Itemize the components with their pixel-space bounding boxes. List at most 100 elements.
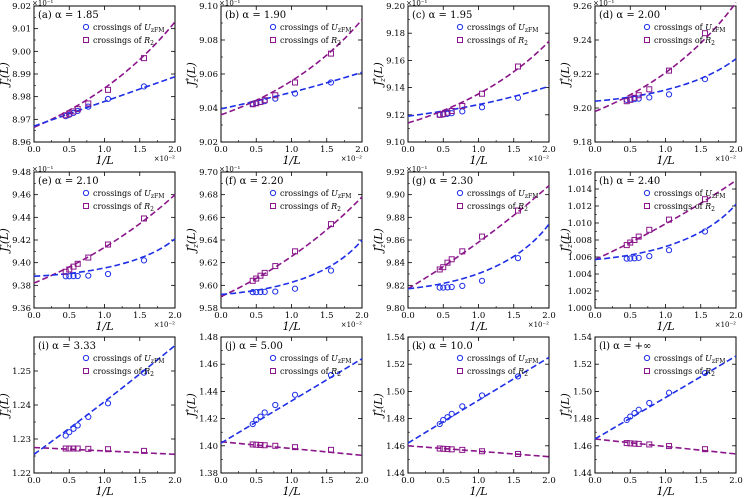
y-tick-label: 9.90 [386, 191, 405, 201]
y-tick-label: 1.46 [386, 442, 405, 452]
x-axis-label: 1/L [95, 154, 113, 167]
legend-r2-label: crossings of R2 [654, 367, 715, 378]
y-tick-label: 1.38 [199, 469, 218, 479]
uzfm-point [448, 410, 455, 417]
legend-uzfm-label: crossings of UzFM [93, 354, 164, 365]
legend-circle-marker [456, 354, 464, 362]
uzfm-point [104, 95, 112, 103]
y-tick-label: 9.70 [199, 168, 218, 178]
x-tick-label: 1.5 [694, 311, 708, 321]
r2-point [459, 102, 466, 109]
fit-curve-uzfm [33, 344, 176, 455]
y-tick-label: 1.012 [568, 202, 592, 212]
y-tick-label: 9.18 [386, 29, 405, 39]
y-tick-label: 9.64 [199, 236, 218, 246]
r2-point [448, 107, 455, 114]
r2-point [514, 207, 521, 214]
y-exponent: ×10⁻¹ [219, 166, 240, 174]
r2-point [436, 111, 443, 118]
y-tick-label: 9.08 [199, 36, 218, 46]
uzfm-point [261, 409, 268, 416]
r2-point [70, 445, 77, 452]
panel-d: 0.0 0.5 1.0 1.5 2.0 9.18 9.20 9.22 9.24 9.26 ×10⁻¹… [559, 0, 743, 167]
legend-uzfm-label: crossings of UzFM [93, 189, 164, 200]
fit-curve-r2 [220, 440, 363, 457]
r2-point [479, 233, 486, 240]
y-tick-label: 9.20 [573, 104, 592, 114]
r2-point [257, 98, 264, 105]
x-tick-label: 1.5 [507, 311, 521, 321]
fit-curve-uzfm [407, 223, 550, 290]
legend-circle-marker [643, 354, 651, 362]
x-exponent: ×10⁻² [154, 155, 175, 163]
uzfm-point [635, 406, 642, 413]
y-tick-label: 1.22 [12, 469, 31, 479]
uzfm-point [291, 285, 299, 292]
uzfm-point [261, 288, 268, 296]
fit-curve-uzfm [33, 238, 176, 278]
uzfm-point [291, 391, 299, 398]
uzfm-point [85, 103, 92, 110]
uzfm-point [257, 288, 264, 296]
legend-circle-marker [456, 189, 464, 197]
y-tick-label: 9.82 [386, 281, 405, 291]
r2-point [66, 445, 73, 452]
r2-point [85, 254, 92, 261]
uzfm-point [249, 420, 256, 428]
r2-point [85, 100, 92, 107]
legend-uzfm-label: crossings of UzFM [467, 354, 538, 365]
legend-r2-label: crossings of R2 [93, 367, 154, 378]
x-exponent: ×10⁻² [715, 321, 736, 329]
y-tick-label: 9.66 [199, 213, 218, 223]
uzfm-point [272, 401, 279, 409]
panel-title: (i) α = 3.33 [38, 341, 96, 352]
uzfm-point [327, 267, 335, 274]
y-tick-label: 1.54 [386, 333, 405, 343]
y-tick-label: 8.99 [12, 70, 31, 80]
r2-point [635, 92, 642, 99]
x-tick-label: 0.5 [623, 476, 637, 486]
y-axis-label: J*z(L) [372, 228, 387, 254]
uzfm-point [62, 432, 69, 439]
x-tick-label: 0.0 [214, 311, 228, 321]
r2-point [140, 215, 147, 222]
r2-point [646, 441, 653, 448]
fit-curve-r2 [594, 438, 737, 455]
y-tick-label: 1.52 [573, 360, 592, 370]
r2-point [253, 100, 260, 107]
r2-point [327, 50, 334, 57]
y-tick-label: 1.48 [573, 415, 592, 425]
fit-curve-r2 [407, 40, 550, 124]
y-tick-label: 9.48 [12, 168, 31, 178]
r2-point [261, 442, 268, 449]
legend-r2-label: crossings of R2 [654, 36, 715, 47]
y-tick-label: 8.98 [12, 93, 31, 103]
x-tick-label: 1.5 [133, 476, 147, 486]
panel-c: 0.0 0.5 1.0 1.5 2.09.109.129.149.169.189.20 ×… [372, 0, 556, 167]
y-tick-label: 9.84 [386, 259, 405, 269]
y-tick-label: 1.24 [12, 401, 31, 411]
panel-b: 0.0 0.5 1.0 1.5 2.0 9.02 9.04 9.06 9.08 9.10 ×10⁻¹… [185, 0, 369, 167]
legend-circle-marker [82, 23, 90, 31]
y-tick-label: 9.62 [199, 259, 218, 269]
x-axis-label: 1/L [95, 320, 113, 333]
uzfm-point [478, 104, 486, 111]
r2-point [253, 441, 260, 448]
x-axis-label: 1/L [469, 154, 487, 167]
x-tick-label: 2.0 [729, 311, 743, 321]
panel-title: (h) α = 2.40 [599, 176, 660, 187]
x-tick-label: 0.5 [436, 476, 450, 486]
r2-point [272, 442, 279, 449]
legend-uzfm-label: crossings of UzFM [654, 189, 725, 200]
x-tick-label: 0.5 [62, 145, 76, 155]
x-axis-label: 1/L [469, 320, 487, 333]
y-tick-label: 9.04 [199, 104, 218, 114]
x-tick-label: 1.0 [659, 476, 673, 486]
x-axis-label: 1/L [282, 154, 300, 167]
y-tick-label: 1.42 [199, 415, 218, 425]
panel-title: (a) α = 1.85 [38, 10, 99, 21]
y-tick-label: 9.36 [12, 304, 31, 314]
legend-uzfm-label: crossings of UzFM [654, 354, 725, 365]
y-tick-label: 9.02 [199, 138, 218, 148]
